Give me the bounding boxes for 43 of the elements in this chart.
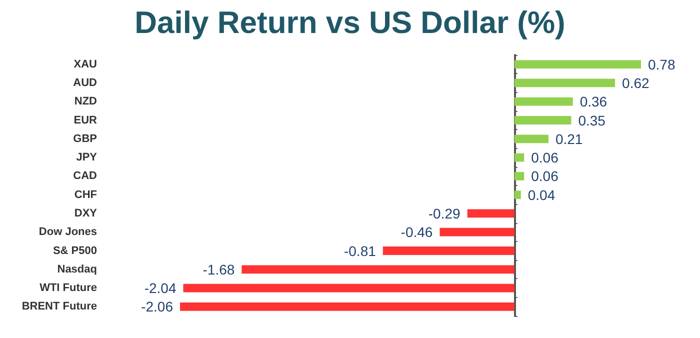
bar	[514, 134, 548, 144]
data-label: 0.36	[580, 94, 608, 110]
data-label: 0.21	[555, 130, 583, 147]
y-tick-label: DXY	[74, 207, 98, 220]
bar	[242, 265, 514, 274]
y-tick-label: EUR	[74, 114, 98, 126]
data-label: -2.04	[144, 280, 176, 296]
bar	[183, 284, 514, 292]
data-label: 0.06	[531, 150, 559, 166]
bar	[467, 209, 514, 218]
data-label: -0.81	[344, 242, 376, 259]
bar	[382, 246, 514, 255]
y-tick-label: CAD	[73, 170, 98, 182]
data-label: 0.06	[531, 168, 559, 184]
data-label: 0.35	[578, 112, 606, 128]
bar	[514, 153, 524, 162]
data-label: 0.04	[528, 186, 556, 203]
chart-title: Daily Return vs US Dollar (%)	[134, 5, 566, 40]
y-tick-label: S& P500	[52, 244, 97, 257]
y-tick-label: JPY	[76, 152, 98, 164]
data-label: -0.29	[428, 205, 461, 222]
y-tick-label: BRENT Future	[22, 300, 97, 313]
bar	[514, 78, 616, 88]
data-label: -2.06	[141, 298, 174, 315]
data-label: -1.68	[202, 261, 235, 278]
bar	[440, 228, 514, 236]
bar	[514, 172, 524, 180]
bar	[514, 116, 572, 124]
data-label: 0.62	[622, 74, 650, 91]
y-tick-label: CHF	[74, 188, 98, 201]
y-tick-label: XAU	[74, 58, 98, 70]
bar	[514, 190, 521, 200]
bar	[514, 60, 641, 69]
y-tick-label: GBP	[73, 132, 97, 145]
y-tick-label: Dow Jones	[38, 226, 97, 238]
bar	[514, 97, 573, 106]
data-label: -0.46	[400, 224, 433, 240]
y-tick-label: WTI Future	[40, 282, 97, 294]
bar	[180, 302, 514, 311]
y-tick-label: AUD	[73, 76, 98, 89]
y-tick-label: NZD	[74, 96, 98, 108]
data-label: 0.78	[648, 56, 676, 72]
y-tick-label: Nasdaq	[57, 263, 97, 276]
